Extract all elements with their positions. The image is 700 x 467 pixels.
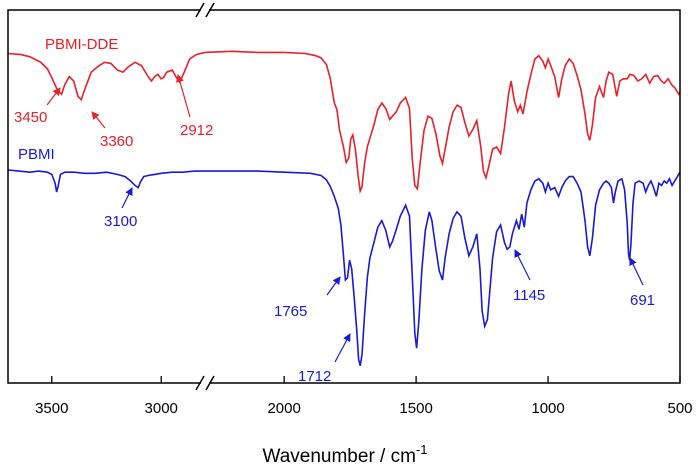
- series-label-pbmi: PBMI: [18, 146, 55, 163]
- annotation-1765-label: 1765: [274, 303, 307, 320]
- x-tick-label-500: 500: [667, 400, 692, 417]
- annotation-1712-label: 1712: [298, 368, 331, 385]
- annotation-2912-label: 2912: [180, 122, 213, 139]
- x-tick-label-3500: 3500: [35, 400, 68, 417]
- x-tick-label-1000: 1000: [531, 400, 564, 417]
- annotation-3360-label: 3360: [100, 133, 133, 150]
- x-axis-ticks: 3500 3000 2000 1500 1000 500: [35, 376, 693, 417]
- annotation-3450: 3450: [14, 87, 61, 126]
- x-tick-label-2000: 2000: [267, 400, 300, 417]
- annotation-691: 691: [629, 257, 655, 309]
- annotation-2912: 2912: [176, 74, 213, 139]
- x-tick-label-1500: 1500: [399, 400, 432, 417]
- series-label-pbmi-dde: PBMI-DDE: [45, 36, 118, 53]
- annotation-3450-label: 3450: [14, 109, 47, 126]
- annotation-1145: 1145: [513, 249, 545, 304]
- x-axis-title: Wavenumber / cm-1: [262, 442, 427, 467]
- x-axis-title-superscript: -1: [416, 442, 428, 457]
- annotation-1712: 1712: [298, 333, 351, 385]
- annotation-691-label: 691: [630, 292, 655, 309]
- annotation-3360: 3360: [91, 111, 133, 150]
- annotation-1145-label: 1145: [513, 287, 545, 304]
- annotation-3100-label: 3100: [104, 213, 137, 230]
- annotation-3100: 3100: [104, 187, 137, 230]
- annotation-1765: 1765: [274, 276, 341, 320]
- plot-frame: [7, 9, 681, 384]
- series-line-pbmi-dde: [7, 50, 681, 195]
- series-line-pbmi: [7, 169, 681, 366]
- axis-break: [195, 2, 215, 391]
- x-tick-label-3000: 3000: [145, 400, 178, 417]
- plot-area: [7, 50, 681, 366]
